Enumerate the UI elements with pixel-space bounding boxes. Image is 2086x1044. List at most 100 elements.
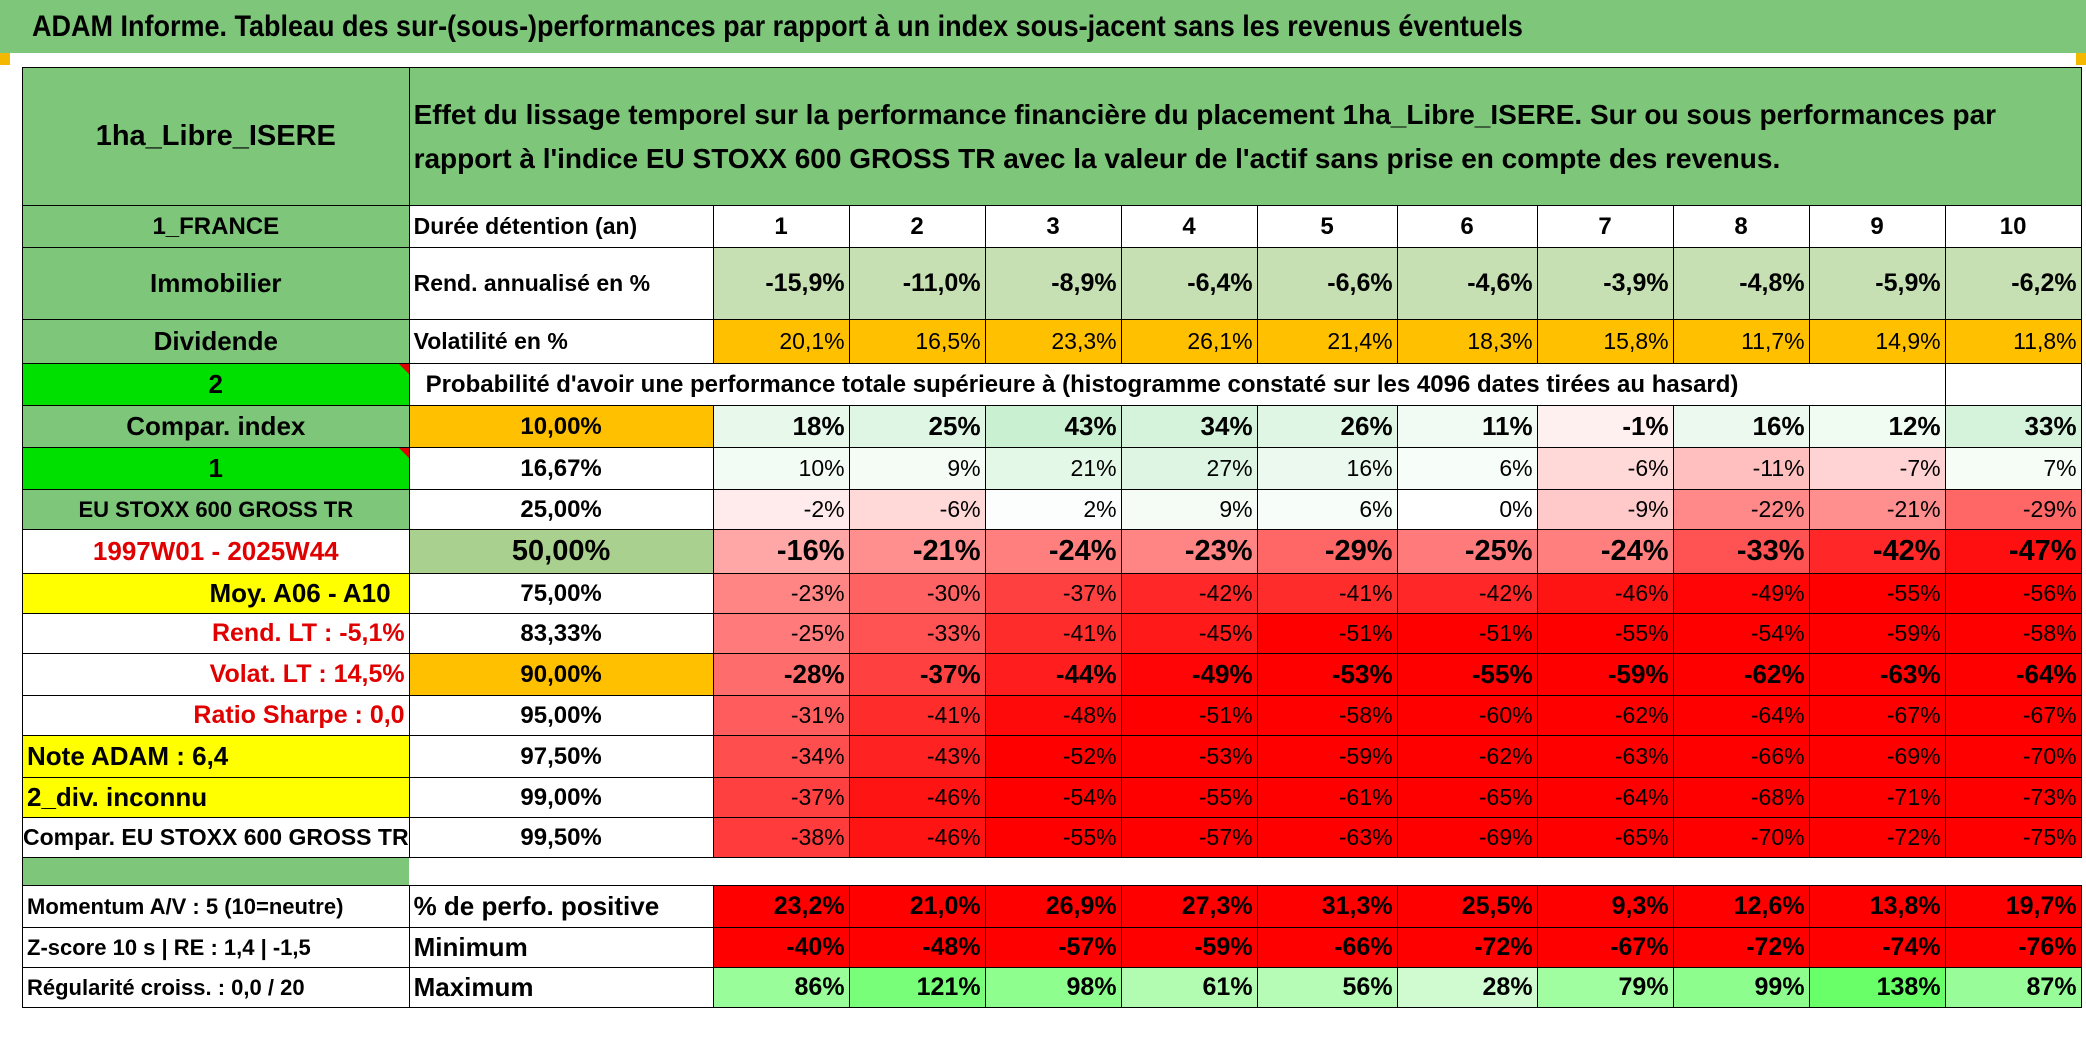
min-value: -76% [1944, 927, 2082, 968]
pos-value: 21,0% [848, 885, 986, 928]
pos-value: 27,3% [1120, 885, 1258, 928]
percentile-value: -33% [848, 613, 986, 654]
percentile-value: -65% [1396, 777, 1538, 818]
duree-label: Durée détention (an) [408, 205, 714, 248]
percentile-value: -42% [1396, 573, 1538, 614]
percentile-value: -56% [1944, 573, 2082, 614]
max-value: 98% [984, 967, 1122, 1008]
percentile-value: 27% [1120, 447, 1258, 490]
percentile-value: -21% [1808, 489, 1946, 530]
percentile-value: -58% [1944, 613, 2082, 654]
min-value: -59% [1120, 927, 1258, 968]
percentile-value: 16% [1672, 405, 1810, 448]
percentile-value: -28% [712, 653, 850, 696]
percentile-cell: 90,00% [408, 653, 714, 696]
percentile-value: -43% [848, 735, 986, 778]
pos-value: 13,8% [1808, 885, 1946, 928]
min-value: -67% [1536, 927, 1674, 968]
percentile-value: -23% [1120, 529, 1258, 574]
year-header: 5 [1256, 205, 1398, 248]
percentile-value: -22% [1672, 489, 1810, 530]
pos-value: 19,7% [1944, 885, 2082, 928]
percentile-value: -61% [1256, 777, 1398, 818]
percentile-value: 6% [1256, 489, 1398, 530]
rend-value: -3,9% [1536, 247, 1674, 320]
percentile-value: -25% [1396, 529, 1538, 574]
percentile-value: -30% [848, 573, 986, 614]
percentile-value: 0% [1396, 489, 1538, 530]
category-cell: Immobilier [22, 247, 410, 320]
max-value: 99% [1672, 967, 1810, 1008]
percentile-value: -6% [1536, 447, 1674, 490]
corner-marker [2076, 53, 2086, 65]
percentile-value: -42% [1808, 529, 1946, 574]
index-one-cell: 1 [22, 447, 410, 490]
spacer-cell [22, 857, 410, 886]
max-value: 87% [1944, 967, 2082, 1008]
percentile-value: -55% [1808, 573, 1946, 614]
country-cell: 1_FRANCE [22, 205, 410, 248]
percentile-value: -62% [1536, 695, 1674, 736]
momentum-cell: Momentum A/V : 5 (10=neutre) [22, 885, 410, 928]
pos-value: 31,3% [1256, 885, 1398, 928]
percentile-cell: 75,00% [408, 573, 714, 614]
percentile-value: -54% [1672, 613, 1810, 654]
year-header: 10 [1944, 205, 2082, 248]
percentile-value: 18% [712, 405, 850, 448]
vol-value: 14,9% [1808, 319, 1946, 364]
period-cell: 1997W01 - 2025W44 [22, 529, 410, 574]
percentile-value: -16% [712, 529, 850, 574]
compar-index-label: Compar. index [22, 405, 410, 448]
year-header: 9 [1808, 205, 1946, 248]
corner-marker [0, 53, 10, 65]
percentile-value: -45% [1120, 613, 1258, 654]
index-number-cell: 2 [22, 363, 410, 406]
percentile-value: 9% [1120, 489, 1258, 530]
percentile-value: -49% [1120, 653, 1258, 696]
percentile-value: -69% [1808, 735, 1946, 778]
minimum-label: Minimum [408, 927, 714, 968]
percentile-value: -6% [848, 489, 986, 530]
percentile-value: -29% [1256, 529, 1398, 574]
rend-value: -15,9% [712, 247, 850, 320]
percentile-value: -29% [1944, 489, 2082, 530]
percentile-value: -52% [984, 735, 1122, 778]
volat-lt-cell: Volat. LT : 14,5% [22, 653, 410, 696]
percentile-value: -47% [1944, 529, 2082, 574]
percentile-value: 6% [1396, 447, 1538, 490]
rend-value: -8,9% [984, 247, 1122, 320]
description-cell: Effet du lissage temporel sur la perform… [408, 67, 2082, 206]
pos-value: 25,5% [1396, 885, 1538, 928]
percentile-cell: 16,67% [408, 447, 714, 490]
percentile-value: -67% [1808, 695, 1946, 736]
min-value: -72% [1396, 927, 1538, 968]
percentile-cell: 50,00% [408, 529, 714, 574]
vol-value: 18,3% [1396, 319, 1538, 364]
moy-cell: Moy. A06 - A10 [22, 573, 410, 614]
percentile-value: -37% [848, 653, 986, 696]
percentile-value: 2% [984, 489, 1122, 530]
percentile-value: -51% [1396, 613, 1538, 654]
min-value: -40% [712, 927, 850, 968]
percentile-value: -64% [1944, 653, 2082, 696]
vol-value: 20,1% [712, 319, 850, 364]
note-adam-cell: Note ADAM : 6,4 [22, 735, 410, 778]
percentile-value: -65% [1536, 817, 1674, 858]
rend-label: Rend. annualisé en % [408, 247, 714, 320]
rend-lt-cell: Rend. LT : -5,1% [22, 613, 410, 654]
percentile-value: -66% [1672, 735, 1810, 778]
percentile-value: -21% [848, 529, 986, 574]
percentile-value: -23% [712, 573, 850, 614]
positive-label: % de perfo. positive [408, 885, 714, 928]
pos-value: 23,2% [712, 885, 850, 928]
percentile-value: -64% [1536, 777, 1674, 818]
percentile-value: -7% [1808, 447, 1946, 490]
percentile-value: -46% [1536, 573, 1674, 614]
performance-table: 1ha_Libre_ISERE Effet du lissage tempore… [22, 67, 2082, 1008]
rend-value: -6,6% [1256, 247, 1398, 320]
percentile-value: -51% [1256, 613, 1398, 654]
percentile-value: -24% [984, 529, 1122, 574]
report-title-bar: ADAM Informe. Tableau des sur-(sous-)per… [0, 0, 2086, 53]
min-value: -74% [1808, 927, 1946, 968]
percentile-value: -62% [1672, 653, 1810, 696]
